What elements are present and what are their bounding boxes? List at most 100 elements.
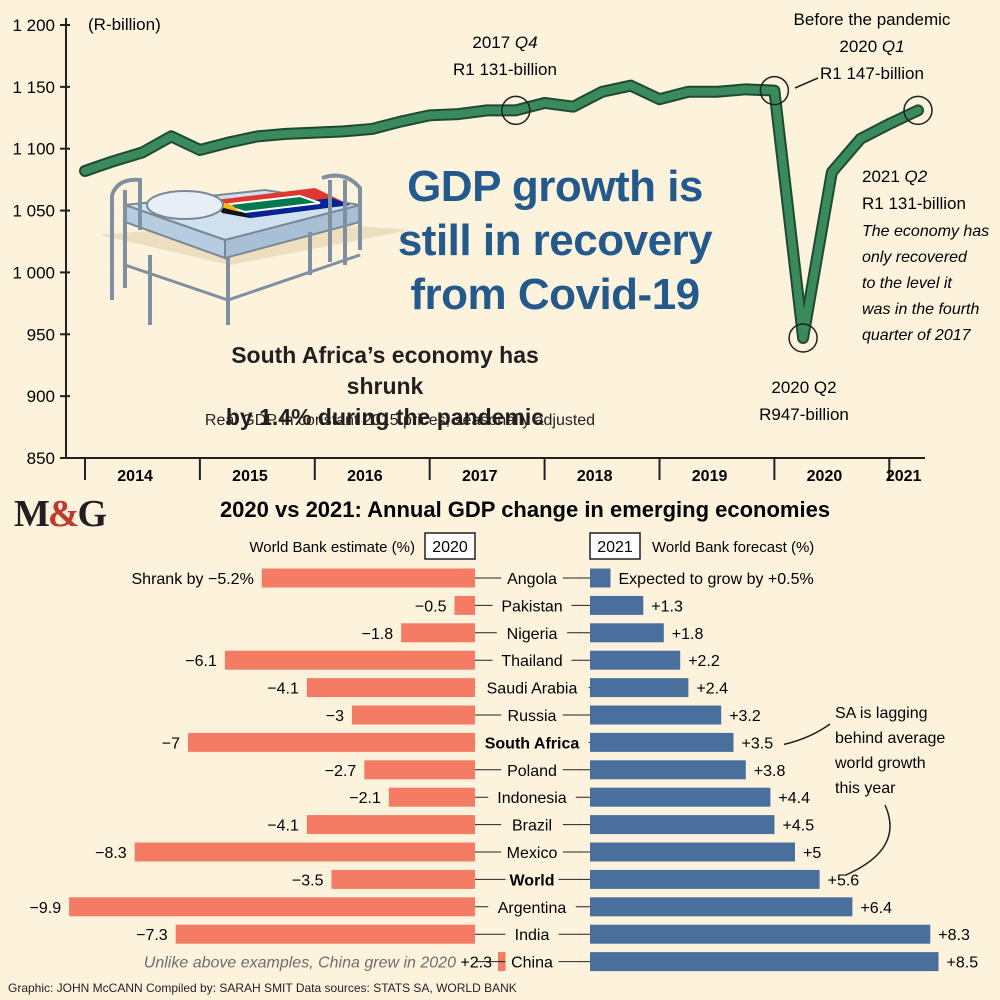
bar-2020 <box>306 815 475 835</box>
gdp-data-point <box>629 84 633 88</box>
bar-chart-bars: Shrank by −5.2% Angola Expected to grow by… <box>30 568 978 972</box>
gdp-data-point <box>686 90 690 94</box>
bar-2020 <box>69 897 475 917</box>
value-label-2021: +5 <box>803 845 821 862</box>
value-label-2021: +3.2 <box>729 708 761 725</box>
bar-2021 <box>590 595 644 615</box>
category-label-bg <box>501 759 563 780</box>
category-label: South Africa <box>485 735 580 752</box>
category-label: India <box>515 927 550 944</box>
gdp-data-point <box>514 108 518 112</box>
bar-2020 <box>224 650 475 670</box>
bar-2021 <box>590 678 689 698</box>
value-label-2021: +3.5 <box>742 735 774 752</box>
value-label-2020: −7.3 <box>136 927 168 944</box>
annotation-label: Before the pandemic <box>794 10 951 29</box>
gdp-data-point <box>140 150 144 154</box>
annotation-label: R1 147-billion <box>820 64 924 83</box>
year-box-2020 <box>424 532 476 560</box>
gdp-data-point <box>284 132 288 136</box>
annotation-label: R1 131-billion <box>453 60 557 79</box>
value-label-2021: +2.2 <box>688 653 720 670</box>
value-label-2020: −2.7 <box>325 763 357 780</box>
gdp-data-point <box>227 141 231 145</box>
category-label: Poland <box>507 763 557 780</box>
headline-line-2: still in recovery <box>397 216 713 265</box>
value-label-2020: Unlike above examples, China grew in 202… <box>144 955 492 972</box>
value-label-2020: Shrank by −5.2% <box>132 571 254 588</box>
annotation-note: quarter of 2017 <box>862 327 972 344</box>
annotation-note: The economy has <box>862 223 989 240</box>
bar-row: −4.1 Saudi Arabia +2.4 <box>267 677 728 698</box>
value-label-2021: +3.8 <box>754 763 786 780</box>
headline-line-1: GDP growth is <box>407 162 703 211</box>
bar-2020 <box>454 595 475 615</box>
chart-subheadline: South Africa’s economy has shrunk by 1.4… <box>190 340 580 433</box>
value-label-2020: −6.1 <box>185 653 217 670</box>
bar-row: −3.5 World +5.6 <box>292 869 859 890</box>
value-label-2020: −0.5 <box>415 598 447 615</box>
value-label-2020: −3 <box>326 708 344 725</box>
annotation-note: only recovered <box>862 249 968 266</box>
bar-row: −2.7 Poland +3.8 <box>325 759 786 780</box>
chart-headline: GDP growth is still in recovery from Cov… <box>370 160 740 322</box>
mg-logo: M&G <box>14 493 107 535</box>
bar-2020 <box>352 705 475 725</box>
value-label-2020: −8.3 <box>95 845 127 862</box>
bar-2020 <box>261 568 475 588</box>
gdp-data-point <box>801 336 805 340</box>
bar-chart-title: 2020 vs 2021: Annual GDP change in emerg… <box>220 500 830 522</box>
bar-2020 <box>388 787 475 807</box>
gdp-data-point <box>456 112 460 116</box>
category-label-bg <box>501 842 563 862</box>
bar-row: −4.1 Brazil +4.5 <box>267 814 815 835</box>
y-tick-label: 950 <box>27 325 55 344</box>
value-label-2020: −2.1 <box>349 790 381 807</box>
gdp-change-bar-chart: 2020 vs 2021: Annual GDP change in emerg… <box>30 500 978 972</box>
left-header: World Bank estimate (%) <box>249 539 415 556</box>
y-tick-label: 900 <box>27 387 55 406</box>
bar-row: −3 Russia +3.2 <box>326 705 761 725</box>
gdp-data-point <box>485 108 489 112</box>
right-header: World Bank forecast (%) <box>652 539 814 556</box>
gdp-data-point <box>543 101 547 105</box>
category-label-bg <box>501 568 563 588</box>
bar-2020 <box>175 924 475 944</box>
sa-note-text: this year <box>835 780 896 797</box>
gdp-line-chart: 1 200 1 150 1 100 1 050 1 000 950 900 850 (R-bil… <box>12 10 989 485</box>
annotation-label: 2017 Q4 <box>472 33 537 52</box>
gdp-data-point <box>83 169 87 173</box>
value-label-2021: +4.5 <box>783 818 815 835</box>
gdp-data-point <box>428 113 432 117</box>
credits-footer: Graphic: JOHN McCANN Compiled by: SARAH … <box>8 981 517 995</box>
y-tick-label: 1 150 <box>12 78 55 97</box>
bar-2021 <box>590 650 681 670</box>
gdp-data-point <box>744 87 748 91</box>
chart-axes: 1 200 1 150 1 100 1 050 1 000 950 900 850 (R-bil… <box>12 15 925 485</box>
year-box-2021 <box>589 532 641 560</box>
value-label-2021: +1.8 <box>672 626 704 643</box>
category-label-bg <box>505 869 559 890</box>
x-tick-label: 2017 <box>462 468 498 485</box>
subheadline-line-1: South Africa’s economy has shrunk <box>231 342 539 399</box>
world-note-leader <box>844 804 891 877</box>
gdp-data-point <box>169 134 173 138</box>
bar-2021 <box>590 623 664 643</box>
sa-note-text: SA is lagging <box>835 705 928 722</box>
x-tick-label: 2016 <box>347 468 383 485</box>
category-label-bg <box>501 705 563 725</box>
gdp-data-point <box>772 89 776 93</box>
bar-2020 <box>134 842 475 862</box>
bar-2021 <box>590 869 820 889</box>
gdp-data-point <box>859 137 863 141</box>
bar-2021 <box>590 760 746 780</box>
gdp-data-point <box>916 108 920 112</box>
annotation-marker <box>501 95 531 126</box>
headline-line-3: from Covid-19 <box>410 270 700 319</box>
value-label-2020: −4.1 <box>267 818 299 835</box>
category-label: Brazil <box>512 818 552 835</box>
category-label: Russia <box>508 708 557 725</box>
category-label-bg <box>496 622 568 643</box>
annotation-label: 2020 Q1 <box>839 37 904 56</box>
bar-2021 <box>590 897 853 917</box>
